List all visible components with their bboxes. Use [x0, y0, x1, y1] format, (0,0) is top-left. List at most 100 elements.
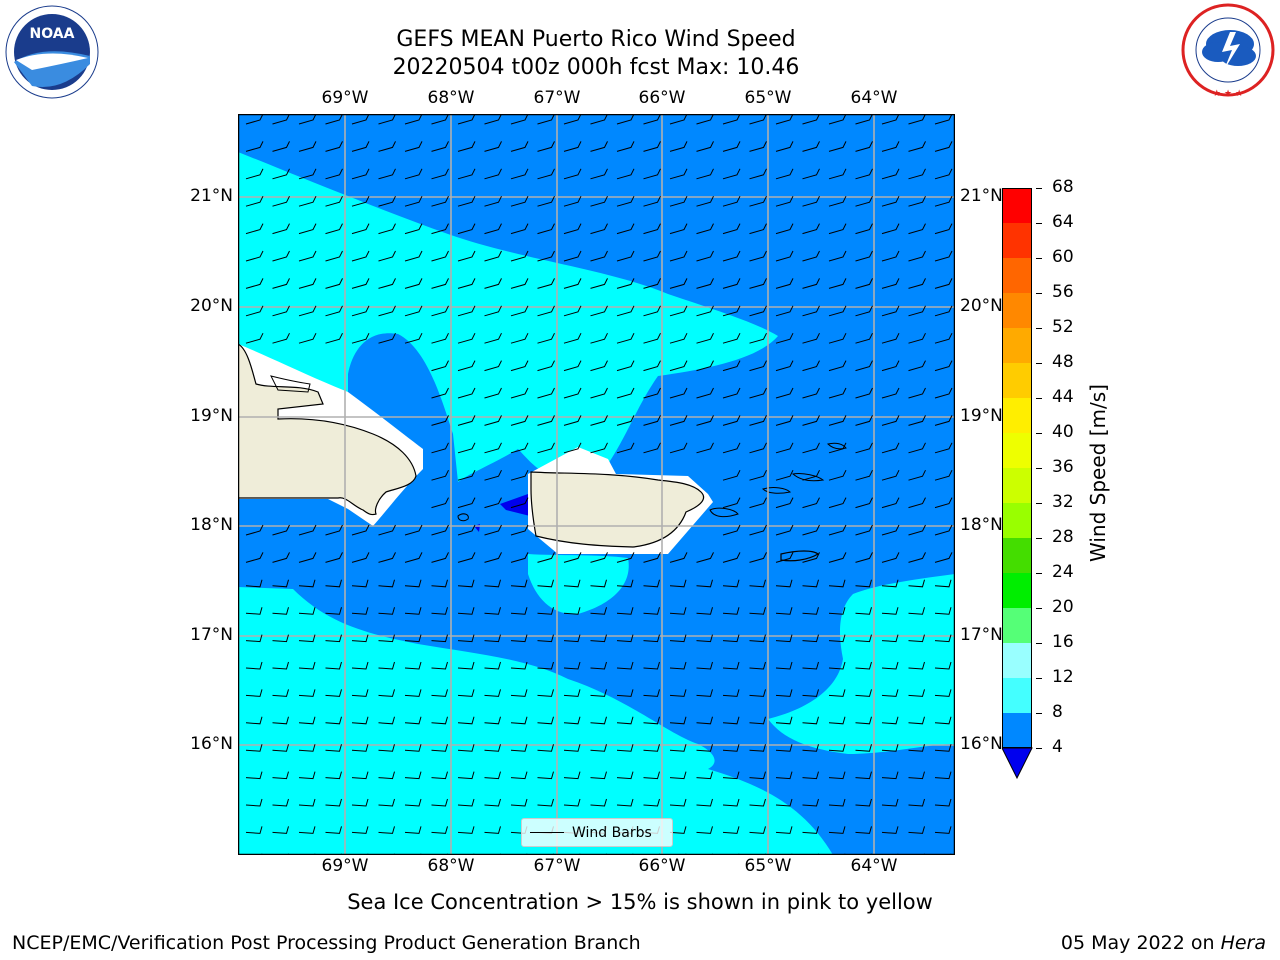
- wind-barb: [669, 771, 687, 780]
- lon-label-top: 67°W: [533, 88, 581, 108]
- wind-barb: [881, 442, 900, 454]
- wind-barb: [484, 826, 501, 834]
- wind-barb: [775, 250, 794, 262]
- wind-barb: [272, 552, 290, 563]
- wind-barb: [616, 771, 634, 780]
- wind-barb: [855, 552, 873, 563]
- wind-barb: [325, 305, 343, 317]
- wind-barb: [643, 552, 661, 563]
- wind-barb: [378, 305, 396, 317]
- wind-barb: [881, 305, 900, 317]
- date-caption: 05 May 2022 on Hera: [1061, 932, 1266, 954]
- wind-barb: [616, 442, 635, 454]
- wind-barb: [457, 771, 475, 780]
- wind-barb: [722, 141, 741, 152]
- wind-barb: [510, 250, 529, 262]
- wind-barb: [828, 552, 847, 563]
- wind-barb: [298, 552, 317, 563]
- wind-barb: [272, 661, 289, 670]
- colorbar-tick-label: 40: [1052, 422, 1074, 442]
- wind-barb: [537, 771, 554, 780]
- wind-barb: [404, 223, 423, 235]
- colorbar-segment: [1002, 398, 1032, 433]
- wind-barb: [563, 278, 582, 289]
- wind-barb: [908, 579, 925, 588]
- colorbar: [1001, 188, 1036, 783]
- wind-barb: [351, 114, 370, 125]
- wind-barb: [934, 114, 953, 125]
- wind-barb: [749, 661, 766, 670]
- wind-barb: [510, 798, 528, 807]
- wind-barb: [431, 250, 449, 262]
- wind-barb: [351, 579, 369, 588]
- wind-barb: [722, 250, 741, 262]
- wind-barb: [802, 661, 819, 670]
- wind-barb: [378, 744, 395, 752]
- wind-barb: [563, 223, 582, 235]
- wind-barb: [298, 168, 317, 180]
- wind-barb: [325, 634, 342, 643]
- wind-barb: [775, 387, 794, 399]
- wind-barb: [669, 579, 687, 588]
- wind-barb: [298, 305, 317, 317]
- wind-barb: [722, 469, 741, 481]
- wind-barb: [616, 634, 634, 643]
- wind-barb: [404, 689, 422, 697]
- wind-barb: [351, 744, 369, 752]
- wind-barb: [696, 579, 713, 588]
- wind-barb: [643, 771, 660, 780]
- wind-barb: [802, 250, 820, 262]
- wind-barb: [749, 360, 767, 372]
- wind-barb: [855, 497, 873, 509]
- wind-barb: [722, 689, 740, 697]
- wind-barb: [934, 168, 953, 180]
- wind-barb: [908, 524, 926, 536]
- wind-barb: [325, 168, 343, 180]
- wind-barb: [934, 141, 953, 152]
- wind-barb: [908, 497, 926, 509]
- colorbar-tick-mark: [1036, 188, 1042, 189]
- wind-barb: [828, 579, 846, 588]
- wind-barb: [722, 661, 740, 670]
- wind-barb: [775, 195, 794, 207]
- wind-barb: [828, 524, 847, 536]
- wind-barb: [351, 716, 369, 725]
- wind-barb: [749, 771, 766, 780]
- wind-barb: [934, 661, 952, 670]
- wind-barb: [855, 826, 872, 834]
- wind-barb: [537, 360, 555, 372]
- colorbar-under-arrow: [1001, 747, 1033, 780]
- wind-barb: [590, 278, 608, 289]
- wind-barb: [855, 661, 872, 670]
- colorbar-tick-mark: [1036, 608, 1042, 609]
- wind-barb: [378, 524, 396, 536]
- wind-barb: [881, 771, 899, 780]
- wind-band-8-12-east: [768, 574, 955, 754]
- wind-barb: [934, 607, 952, 615]
- wind-barb: [325, 524, 343, 536]
- wind-barb: [669, 278, 688, 289]
- wind-barb: [722, 634, 740, 643]
- wind-barb: [643, 579, 660, 588]
- wind-barb: [616, 387, 635, 399]
- wind-barb: [775, 826, 793, 834]
- wind-barb: [351, 250, 370, 262]
- wind-barb: [828, 771, 846, 780]
- wind-barb: [537, 552, 555, 563]
- wind-barb: [404, 552, 423, 563]
- wind-barb: [510, 305, 529, 317]
- wind-barb: [722, 360, 741, 372]
- wind-barb: [431, 716, 448, 725]
- wind-barb: [855, 524, 873, 536]
- wind-barb: [616, 332, 635, 344]
- wind-barb: [669, 826, 687, 834]
- wind-barb: [484, 387, 502, 399]
- anegada: [827, 442, 847, 450]
- wind-barb: [404, 114, 423, 125]
- wind-barb: [325, 332, 343, 344]
- wind-barb: [616, 744, 634, 752]
- wind-barb: [828, 114, 847, 125]
- colorbar-tick-label: 44: [1052, 387, 1074, 407]
- wind-barb: [908, 634, 925, 643]
- wind-barb: [881, 744, 899, 752]
